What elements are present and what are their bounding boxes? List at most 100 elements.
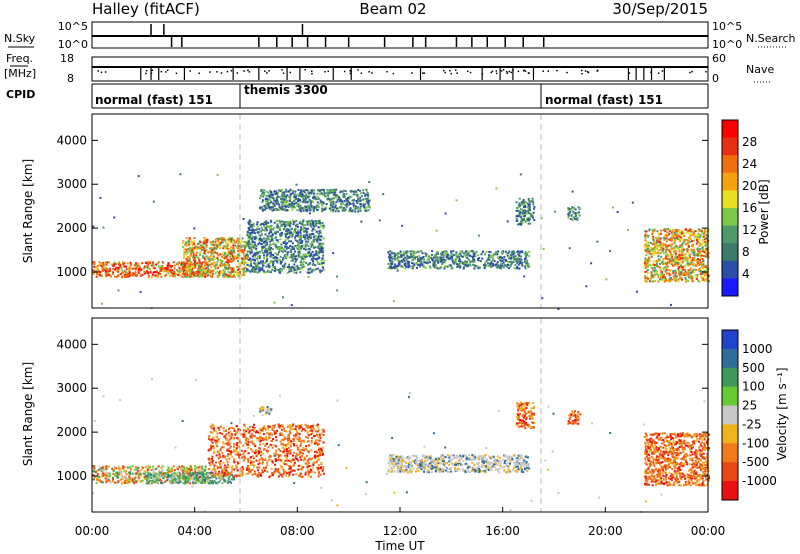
echo-cell <box>473 267 476 270</box>
echo-cell <box>250 231 253 234</box>
echo-cell <box>165 270 168 273</box>
echo-cell <box>701 261 704 264</box>
echo-cell <box>121 269 123 272</box>
nave-point <box>542 70 545 72</box>
echo-cell <box>131 465 134 468</box>
nave-point <box>491 70 494 73</box>
echo-cell <box>309 202 312 205</box>
echo-cell <box>274 201 277 204</box>
echo-cell <box>693 259 696 262</box>
echo-cell <box>124 265 127 268</box>
echo-cell <box>280 243 283 246</box>
echo-cell <box>678 262 681 264</box>
echo-cell <box>300 258 303 261</box>
echo-cell <box>225 242 228 245</box>
nave-point <box>456 72 458 74</box>
echo-cell <box>214 258 217 260</box>
echo-cell <box>689 253 692 256</box>
echo-cell <box>644 257 647 260</box>
echo-cell <box>514 255 517 258</box>
echo-cell <box>271 269 274 271</box>
echo-cell <box>190 465 193 468</box>
echo-cell <box>311 200 314 203</box>
echo-cell <box>660 246 663 249</box>
echo-cell <box>201 246 204 249</box>
nave-tick-bottom: 0 <box>712 72 719 85</box>
echo-cell <box>254 270 257 273</box>
echo-cell <box>99 273 101 276</box>
echo-cell <box>250 268 253 271</box>
echo-cell <box>433 264 436 267</box>
echo-cell <box>221 256 224 259</box>
echo-cell <box>187 257 189 260</box>
echo-cell <box>285 195 288 198</box>
echo-cell <box>131 472 134 475</box>
nave-point <box>264 70 266 72</box>
echo-cell <box>318 248 321 251</box>
echo-cell <box>403 259 406 262</box>
echo-cell <box>137 269 140 272</box>
echo-cell <box>459 251 462 254</box>
station-title: Halley (fitACF) <box>92 0 200 18</box>
echo-cell <box>265 255 268 258</box>
echo-cell <box>686 259 689 262</box>
echo-cell <box>493 260 496 263</box>
echo-cell <box>652 241 655 244</box>
echo-cell <box>102 469 105 472</box>
echo-cell <box>400 259 403 262</box>
echo-cell <box>315 252 318 255</box>
echo-cell <box>517 263 520 266</box>
echo-cell <box>364 193 367 196</box>
echo-cell <box>316 240 319 243</box>
echo-cell <box>652 273 655 276</box>
echo-cell <box>187 265 190 268</box>
echo-cell <box>121 474 123 477</box>
echo-cell <box>165 476 168 478</box>
echo-cell <box>204 475 207 478</box>
echo-cell <box>189 465 192 468</box>
echo-cell <box>523 206 526 208</box>
echo-cell <box>499 256 502 259</box>
echo-cell <box>646 260 649 263</box>
echo-cell <box>496 261 499 264</box>
echo-cell <box>177 270 179 273</box>
echo-cell <box>275 236 278 239</box>
echo-cell <box>351 199 354 202</box>
echo-cell <box>137 473 140 476</box>
echo-cell <box>212 258 215 261</box>
echo-cell <box>96 273 99 276</box>
echo-cell <box>365 206 368 209</box>
echo-cell <box>645 263 648 266</box>
echo-cell <box>139 290 142 293</box>
echo-cell <box>117 268 120 271</box>
echo-cell <box>140 468 143 471</box>
echo-cell <box>102 466 105 468</box>
echo-cell <box>437 251 439 254</box>
echo-cell <box>322 249 325 252</box>
echo-cell <box>230 251 233 254</box>
echo-cell <box>237 245 240 247</box>
echo-cell <box>271 256 274 259</box>
echo-cell <box>242 270 245 273</box>
echo-cell <box>279 221 282 224</box>
echo-cell <box>170 271 173 274</box>
echo-cell <box>165 267 168 270</box>
echo-cell <box>290 269 293 272</box>
echo-cell <box>214 243 217 246</box>
echo-cell <box>366 201 369 204</box>
echo-cell <box>283 265 286 268</box>
echo-cell <box>318 251 321 254</box>
echo-cell <box>324 192 327 195</box>
echo-cell <box>669 228 672 231</box>
echo-cell <box>123 262 126 265</box>
echo-cell <box>305 189 308 191</box>
freq-tick-bottom: 8 <box>67 72 74 85</box>
echo-cell <box>283 228 285 231</box>
echo-cell <box>262 189 265 192</box>
echo-cell <box>167 270 169 273</box>
echo-cell <box>204 270 207 273</box>
echo-cell <box>662 268 665 271</box>
echo-cell <box>677 268 680 271</box>
echo-cell <box>317 226 320 229</box>
nave-point <box>449 69 451 72</box>
